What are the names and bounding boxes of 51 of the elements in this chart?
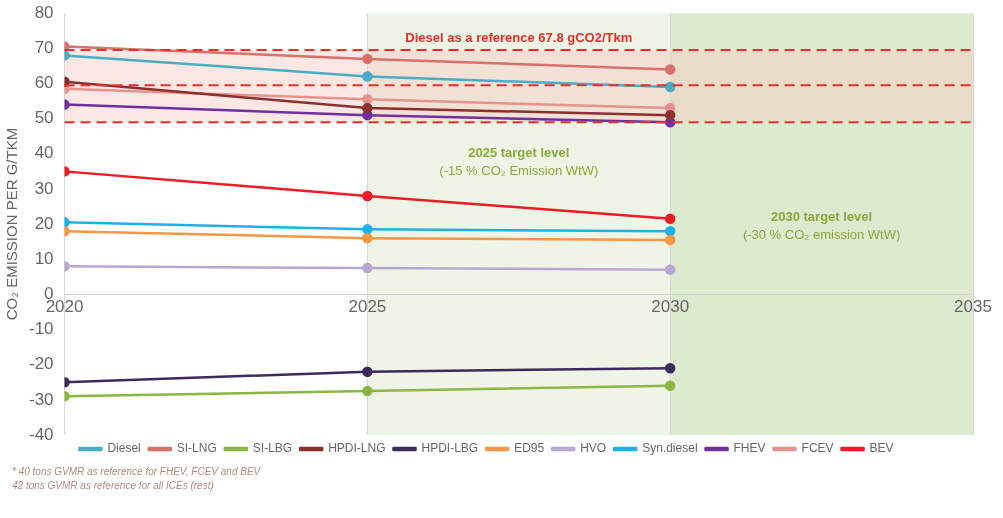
legend-label: Diesel	[107, 441, 141, 456]
y-tick-label: 50	[34, 108, 54, 128]
legend-label: Syn.diesel	[642, 441, 698, 456]
point	[362, 190, 373, 202]
x-tick-label: 2030	[651, 297, 690, 317]
x-tick-label: 2025	[348, 297, 387, 317]
point	[362, 224, 373, 235]
legend-label: ED95	[514, 441, 545, 456]
legend-label: HVO	[580, 441, 607, 456]
point	[664, 109, 676, 121]
legend-label: HPDI-LBG	[421, 441, 479, 456]
legend-label: SI-LNG	[176, 441, 217, 456]
point	[362, 102, 373, 114]
point	[362, 53, 373, 65]
y-tick-label: 60	[34, 73, 54, 93]
y-tick-label: 80	[34, 2, 54, 22]
point	[664, 234, 676, 246]
y-tick-label: 10	[34, 248, 54, 268]
point	[664, 213, 676, 225]
text: 42 tons GVMR as reference for all ICEs (rest)	[12, 479, 215, 493]
y-tick-label: -40	[28, 424, 54, 444]
legend-label: HPDI-LNG	[328, 441, 386, 456]
band-label: 2030 target level (-30 % CO₂ emission WtW)	[742, 208, 901, 242]
point	[362, 262, 373, 274]
point	[362, 94, 373, 105]
y-tick-label: -30	[28, 389, 54, 409]
legend-label: FHEV	[733, 441, 766, 456]
point	[362, 366, 373, 377]
ref-line-label: Diesel as a reference 67.8 gCO2/Tkm	[405, 30, 633, 46]
point	[664, 81, 676, 93]
y-tick-label: -20	[28, 354, 54, 374]
point	[362, 232, 373, 244]
point	[664, 64, 676, 75]
x-tick-label: 2035	[954, 297, 992, 317]
band-label: 2025 target level (-15 % CO₂ Emission WtW)	[439, 145, 599, 179]
point	[362, 71, 373, 82]
point	[664, 380, 676, 392]
y-axis-title: CO₂ EMISSION PER G/TKM	[3, 127, 21, 321]
y-tick-label: 30	[34, 178, 54, 198]
point	[362, 385, 373, 397]
point	[664, 264, 676, 276]
y-tick-label: 20	[34, 213, 54, 233]
text: * 40 tons GVMR as reference for FHEV, FCEV and BEV	[12, 465, 262, 479]
legend-label: SI-LBG	[252, 441, 293, 456]
point	[664, 362, 676, 374]
legend-label: FCEV	[801, 441, 834, 456]
point	[664, 225, 676, 237]
y-tick-label: 40	[34, 143, 54, 163]
legend-label: BEV	[869, 441, 894, 456]
y-tick-label: -10	[28, 319, 54, 339]
y-tick-label: 70	[34, 38, 54, 58]
